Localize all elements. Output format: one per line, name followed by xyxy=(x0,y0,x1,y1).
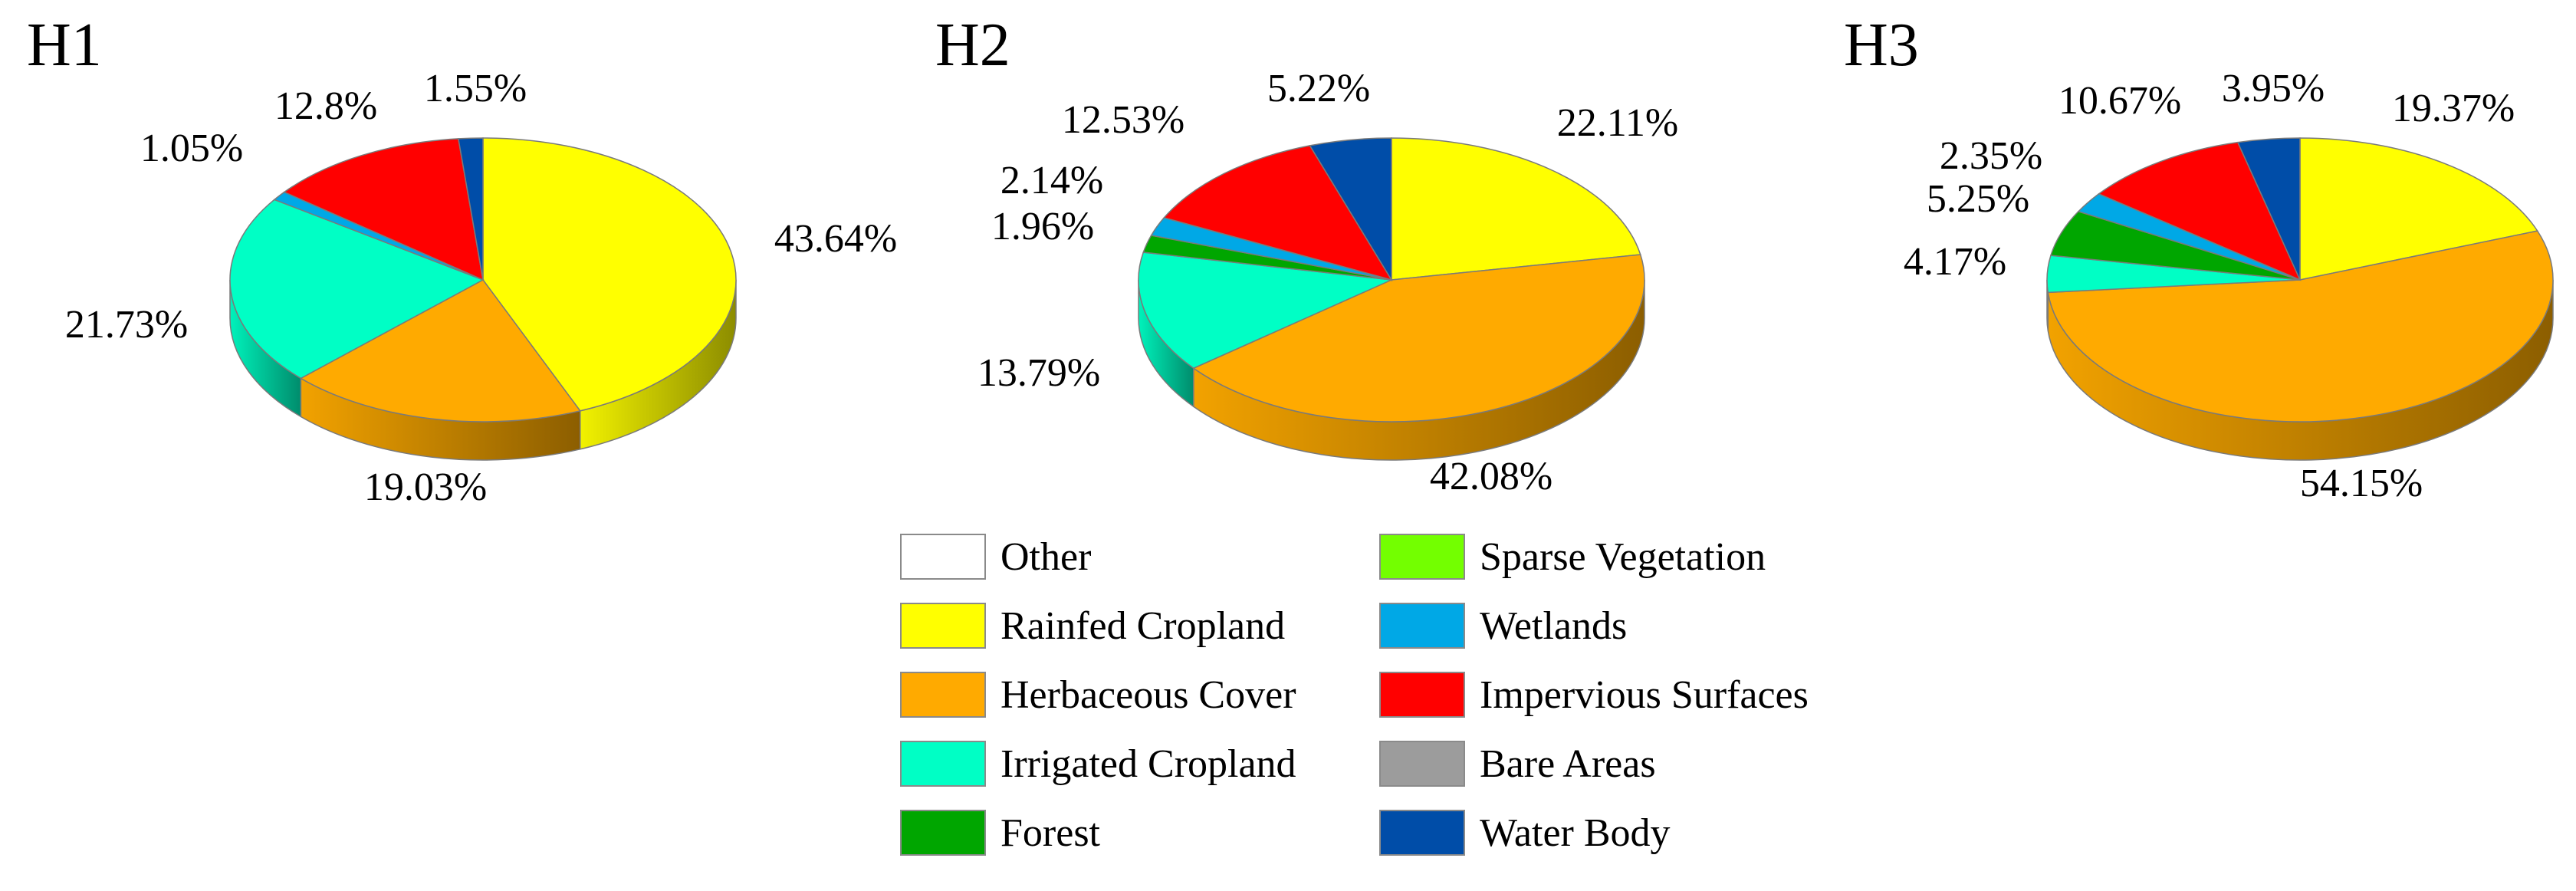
legend-label: Forest xyxy=(1001,811,1101,855)
pie-slice-rainfed-cropland xyxy=(1391,137,1641,281)
pie-slice-impervious-surfaces xyxy=(283,138,484,281)
pie-slice-impervious-surfaces xyxy=(1163,145,1393,281)
legend-label: Wetlands xyxy=(1480,604,1627,648)
legend: Other Rainfed Cropland Herbaceous Cover Irr… xyxy=(900,534,1809,856)
legend-swatch xyxy=(900,603,986,649)
pie-panel-h3: H3 19.37% 54.15% 4.17% 5.25%2.35% 10.67% 3.95% xyxy=(1844,12,2554,505)
legend-item-irrigated-cropland: Irrigated Cropland xyxy=(900,741,1296,787)
pie-slices xyxy=(1138,137,1645,422)
legend-item-other: Other xyxy=(900,534,1091,580)
legend-item-forest: Forest xyxy=(900,810,1101,856)
legend-swatch xyxy=(1379,741,1465,787)
pie-label-impervious-surfaces: 12.8% xyxy=(274,84,377,128)
pie-label-forest: 5.25% xyxy=(1927,177,2029,221)
legend-label: Water Body xyxy=(1480,811,1671,855)
legend-swatch xyxy=(1379,810,1465,856)
legend-item-water-body: Water Body xyxy=(1379,810,1671,856)
pie-panel-h1: H1 43.64% 19.03% 21.73% 1.05% 12.8% 1.55% xyxy=(27,12,897,509)
legend-swatch xyxy=(900,741,986,787)
pie-label-rainfed-cropland: 22.11% xyxy=(1557,101,1678,145)
panel-title: H1 xyxy=(27,12,102,79)
pie-slice-herbaceous-cover xyxy=(2047,230,2554,422)
pie-slice-irrigated-cropland xyxy=(1138,252,1394,370)
legend-swatch xyxy=(1379,534,1465,580)
pie-label-herbaceous-cover: 42.08% xyxy=(1430,455,1552,498)
panel-title: H3 xyxy=(1844,12,1919,79)
legend-label: Sparse Vegetation xyxy=(1480,535,1766,579)
legend-item-sparse-vegetation: Sparse Vegetation xyxy=(1379,534,1766,580)
pie-label-water-body: 1.55% xyxy=(424,67,527,110)
pie-labels: 19.37% 54.15% 4.17% 5.25%2.35% 10.67% 3.95% xyxy=(1904,67,2515,505)
legend-item-impervious-surfaces: Impervious Surfaces xyxy=(1379,672,1809,718)
pie-label-water-body: 3.95% xyxy=(2222,67,2325,110)
pie-label-herbaceous-cover: 54.15% xyxy=(2300,462,2423,505)
pie-label-herbaceous-cover: 19.03% xyxy=(364,465,487,509)
pie-slice-water-body xyxy=(1309,137,1392,282)
pie-slices xyxy=(2046,137,2554,422)
legend-swatch xyxy=(1379,672,1465,718)
legend-label: Bare Areas xyxy=(1480,742,1656,786)
pie-slice-herbaceous-cover xyxy=(1192,254,1645,422)
pie-slice-herbaceous-cover xyxy=(299,279,582,422)
panel-title: H2 xyxy=(935,12,1010,79)
pie-label-irrigated-cropland: 21.73% xyxy=(65,303,188,347)
pie-label-rainfed-cropland: 19.37% xyxy=(2392,87,2515,130)
legend-label: Other xyxy=(1001,535,1091,579)
pie-label-impervious-surfaces: 10.67% xyxy=(2058,79,2181,123)
legend-swatch xyxy=(900,672,986,718)
pie-label-forest: 1.96% xyxy=(991,205,1094,248)
pie-slice-water-body xyxy=(2236,137,2301,281)
pie-slice-impervious-surfaces xyxy=(2098,141,2302,281)
pie-slice-rainfed-cropland xyxy=(482,137,737,412)
legend-item-wetlands: Wetlands xyxy=(1379,603,1627,649)
pie-label-irrigated-cropland: 13.79% xyxy=(978,351,1100,395)
pie-panel-h2: H2 22.11% 42.08% 13.79% 1.96%2.14% 12.53% 5.22… xyxy=(935,12,1678,498)
pie-labels: 43.64% 19.03% 21.73% 1.05% 12.8% 1.55% xyxy=(65,67,897,509)
legend-label: Herbaceous Cover xyxy=(1001,673,1296,717)
legend-swatch xyxy=(1379,603,1465,649)
legend-item-bare-areas: Bare Areas xyxy=(1379,741,1656,787)
pie-label-wetlands: 1.05% xyxy=(140,127,243,170)
legend-item-herbaceous-cover: Herbaceous Cover xyxy=(900,672,1296,718)
pie-label-rainfed-cropland: 43.64% xyxy=(774,217,897,261)
pie-label-impervious-surfaces: 12.53% xyxy=(1062,98,1184,142)
pie-slice-irrigated-cropland xyxy=(229,199,485,380)
legend-swatch xyxy=(900,810,986,856)
pie-label-irrigated-cropland: 4.17% xyxy=(1904,240,2006,284)
legend-label: Irrigated Cropland xyxy=(1001,742,1296,786)
pie-slice-water-body xyxy=(457,137,484,281)
pie-label-water-body: 5.22% xyxy=(1267,67,1370,110)
legend-label: Impervious Surfaces xyxy=(1480,673,1809,717)
pie-slice-rainfed-cropland xyxy=(2299,137,2538,281)
pie-slices xyxy=(229,137,737,422)
pie-labels: 22.11% 42.08% 13.79% 1.96%2.14% 12.53% 5.22% xyxy=(978,67,1678,498)
pie-label-wetlands: 2.35% xyxy=(1940,134,2042,178)
legend-swatch xyxy=(900,534,986,580)
pie-label-wetlands: 2.14% xyxy=(1001,159,1103,202)
legend-item-rainfed-cropland: Rainfed Cropland xyxy=(900,603,1285,649)
legend-label: Rainfed Cropland xyxy=(1001,604,1285,648)
